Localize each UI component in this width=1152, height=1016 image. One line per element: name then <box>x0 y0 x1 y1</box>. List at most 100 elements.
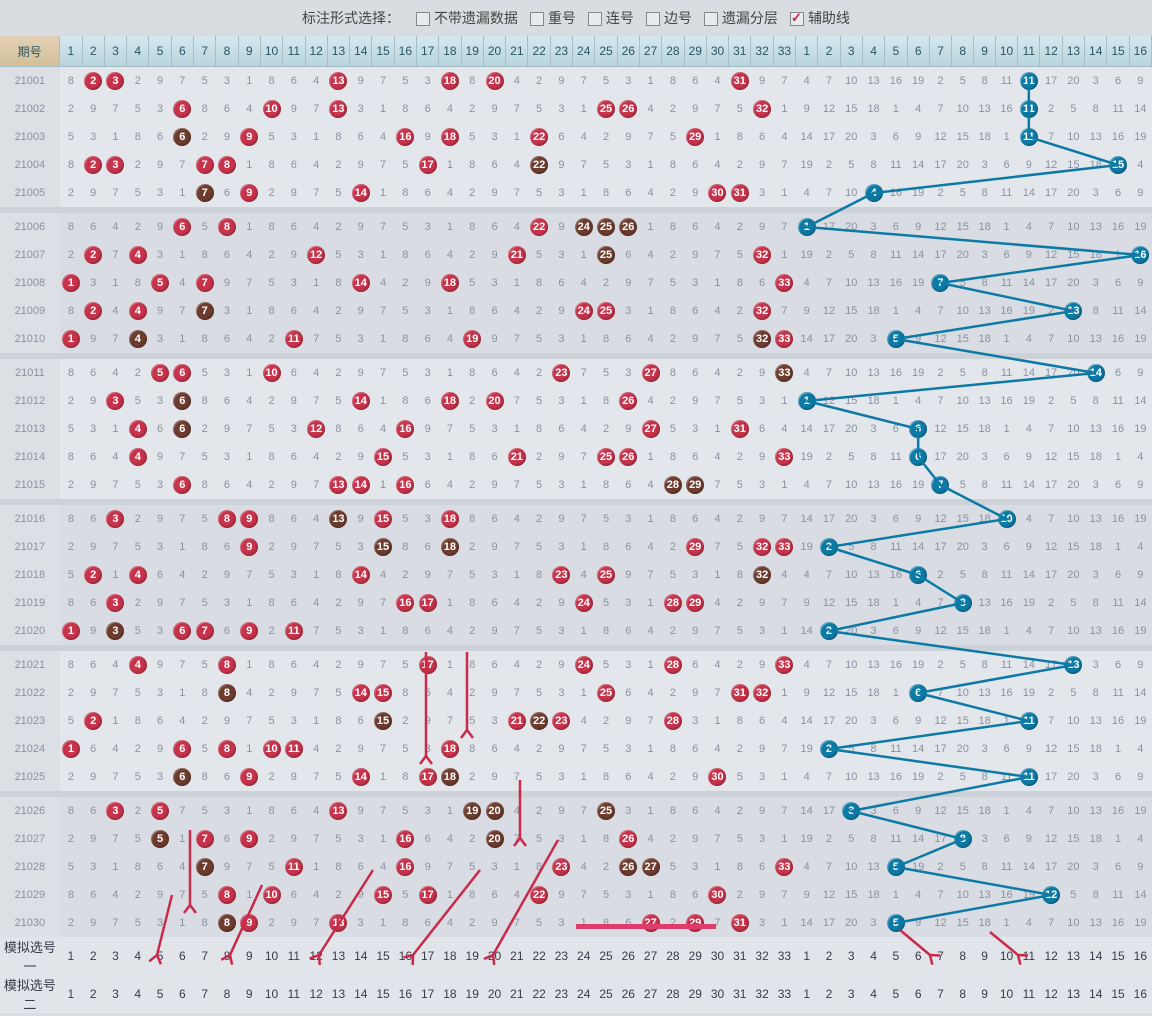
table-row: 2100813185479753181442918531864297531863… <box>0 269 1152 297</box>
checkbox-边号[interactable] <box>646 12 660 26</box>
blue-cell: 5 <box>1062 387 1084 415</box>
blue-cell: 1 <box>885 387 907 415</box>
red-cell: 2 <box>394 561 416 589</box>
blue-cell: 4 <box>796 853 818 881</box>
blue-cell: 1 <box>995 617 1017 645</box>
header-period[interactable]: 期号 <box>0 36 60 67</box>
checkbox-遗漏分层[interactable] <box>704 12 718 26</box>
red-ball: 9 <box>240 184 258 202</box>
red-cell: 9 <box>350 505 372 533</box>
red-cell: 3 <box>617 359 639 387</box>
red-cell: 1 <box>706 415 728 443</box>
red-cell: 8 <box>461 67 483 96</box>
red-cell: 9 <box>283 533 305 561</box>
blue-cell: 13 <box>862 853 884 881</box>
checkbox-不带遗漏数据[interactable] <box>416 12 430 26</box>
red-cell: 6 <box>416 825 438 853</box>
checkbox-重号[interactable] <box>530 12 544 26</box>
header-red-17: 17 <box>416 36 438 67</box>
red-cell: 2 <box>327 651 349 679</box>
table-row: 2102229753188429751415864297531256429731… <box>0 679 1152 707</box>
blue-cell: 10 <box>840 179 862 207</box>
blue-cell: 3 <box>862 797 884 825</box>
red-cell: 6 <box>684 359 706 387</box>
red-cell: 3 <box>684 415 706 443</box>
red-cell: 9 <box>238 909 260 937</box>
red-cell: 6 <box>82 589 104 617</box>
red-cell: 2 <box>60 241 82 269</box>
repeat-ball: 5 <box>151 830 169 848</box>
red-cell: 2 <box>60 95 82 123</box>
blue-cell: 17 <box>818 707 840 735</box>
header-red-11: 11 <box>283 36 305 67</box>
blue-cell: 19 <box>1129 707 1151 735</box>
blue-cell: 4 <box>907 387 929 415</box>
red-cell: 4 <box>639 387 661 415</box>
blue-cell: 10 <box>952 679 974 707</box>
red-cell: 4 <box>127 415 149 443</box>
red-cell: 5 <box>127 909 149 937</box>
checkbox-辅助线[interactable] <box>790 12 804 26</box>
blue-ball: 5 <box>887 330 905 348</box>
red-ball: 14 <box>352 274 370 292</box>
blue-cell: 17 <box>818 415 840 443</box>
red-cell: 7 <box>305 533 327 561</box>
red-cell: 7 <box>171 297 193 325</box>
red-ball: 15 <box>374 510 392 528</box>
red-cell: 9 <box>483 241 505 269</box>
red-ball: 2 <box>84 302 102 320</box>
red-cell: 9 <box>283 825 305 853</box>
red-cell: 18 <box>439 533 461 561</box>
blue-cell: 15 <box>1062 443 1084 471</box>
red-cell: 5 <box>528 763 550 791</box>
red-cell: 8 <box>394 179 416 207</box>
red-cell: 1 <box>372 617 394 645</box>
red-cell: 6 <box>483 443 505 471</box>
blue-cell: 2 <box>818 617 840 645</box>
blue-cell: 13 <box>1062 651 1084 679</box>
red-cell: 7 <box>238 269 260 297</box>
red-cell: 1 <box>439 589 461 617</box>
red-cell: 1 <box>506 561 528 589</box>
repeat-ball: 25 <box>597 218 615 236</box>
blue-cell: 2 <box>818 241 840 269</box>
blue-cell: 14 <box>907 533 929 561</box>
red-cell: 9 <box>82 179 104 207</box>
red-cell: 1 <box>171 179 193 207</box>
blue-cell: 13 <box>1085 909 1107 937</box>
red-cell: 8 <box>662 443 684 471</box>
blue-cell: 15 <box>1062 241 1084 269</box>
red-ball: 4 <box>129 246 147 264</box>
blue-cell: 16 <box>1107 707 1129 735</box>
red-cell: 7 <box>506 325 528 353</box>
red-cell: 6 <box>283 359 305 387</box>
period-cell: 21028 <box>0 853 60 881</box>
red-cell: 2 <box>82 151 104 179</box>
red-cell: 1 <box>773 471 795 499</box>
red-cell: 9 <box>350 735 372 763</box>
blue-cell: 7 <box>1040 325 1062 353</box>
footer-label[interactable]: 模拟选号一 <box>0 937 60 975</box>
red-cell: 5 <box>149 269 171 297</box>
red-cell: 9 <box>550 67 572 96</box>
table-row: 2102729755176929753116642207531826429753… <box>0 825 1152 853</box>
footer-label[interactable]: 模拟选号二 <box>0 975 60 1013</box>
red-cell: 6 <box>483 735 505 763</box>
red-ball: 3 <box>106 392 124 410</box>
red-cell: 1 <box>372 909 394 937</box>
red-cell: 22 <box>528 123 550 151</box>
red-cell: 14 <box>350 179 372 207</box>
red-cell: 9 <box>82 533 104 561</box>
red-cell: 15 <box>372 533 394 561</box>
checkbox-连号[interactable] <box>588 12 602 26</box>
blue-cell: 11 <box>995 269 1017 297</box>
red-cell: 4 <box>506 589 528 617</box>
red-cell: 8 <box>461 589 483 617</box>
table-row: 2100722743186429125318642921531256429753… <box>0 241 1152 269</box>
red-cell: 8 <box>662 67 684 96</box>
red-cell: 3 <box>416 797 438 825</box>
red-cell: 9 <box>483 179 505 207</box>
red-cell: 5 <box>60 853 82 881</box>
red-cell: 2 <box>260 241 282 269</box>
red-ball: 5 <box>151 274 169 292</box>
